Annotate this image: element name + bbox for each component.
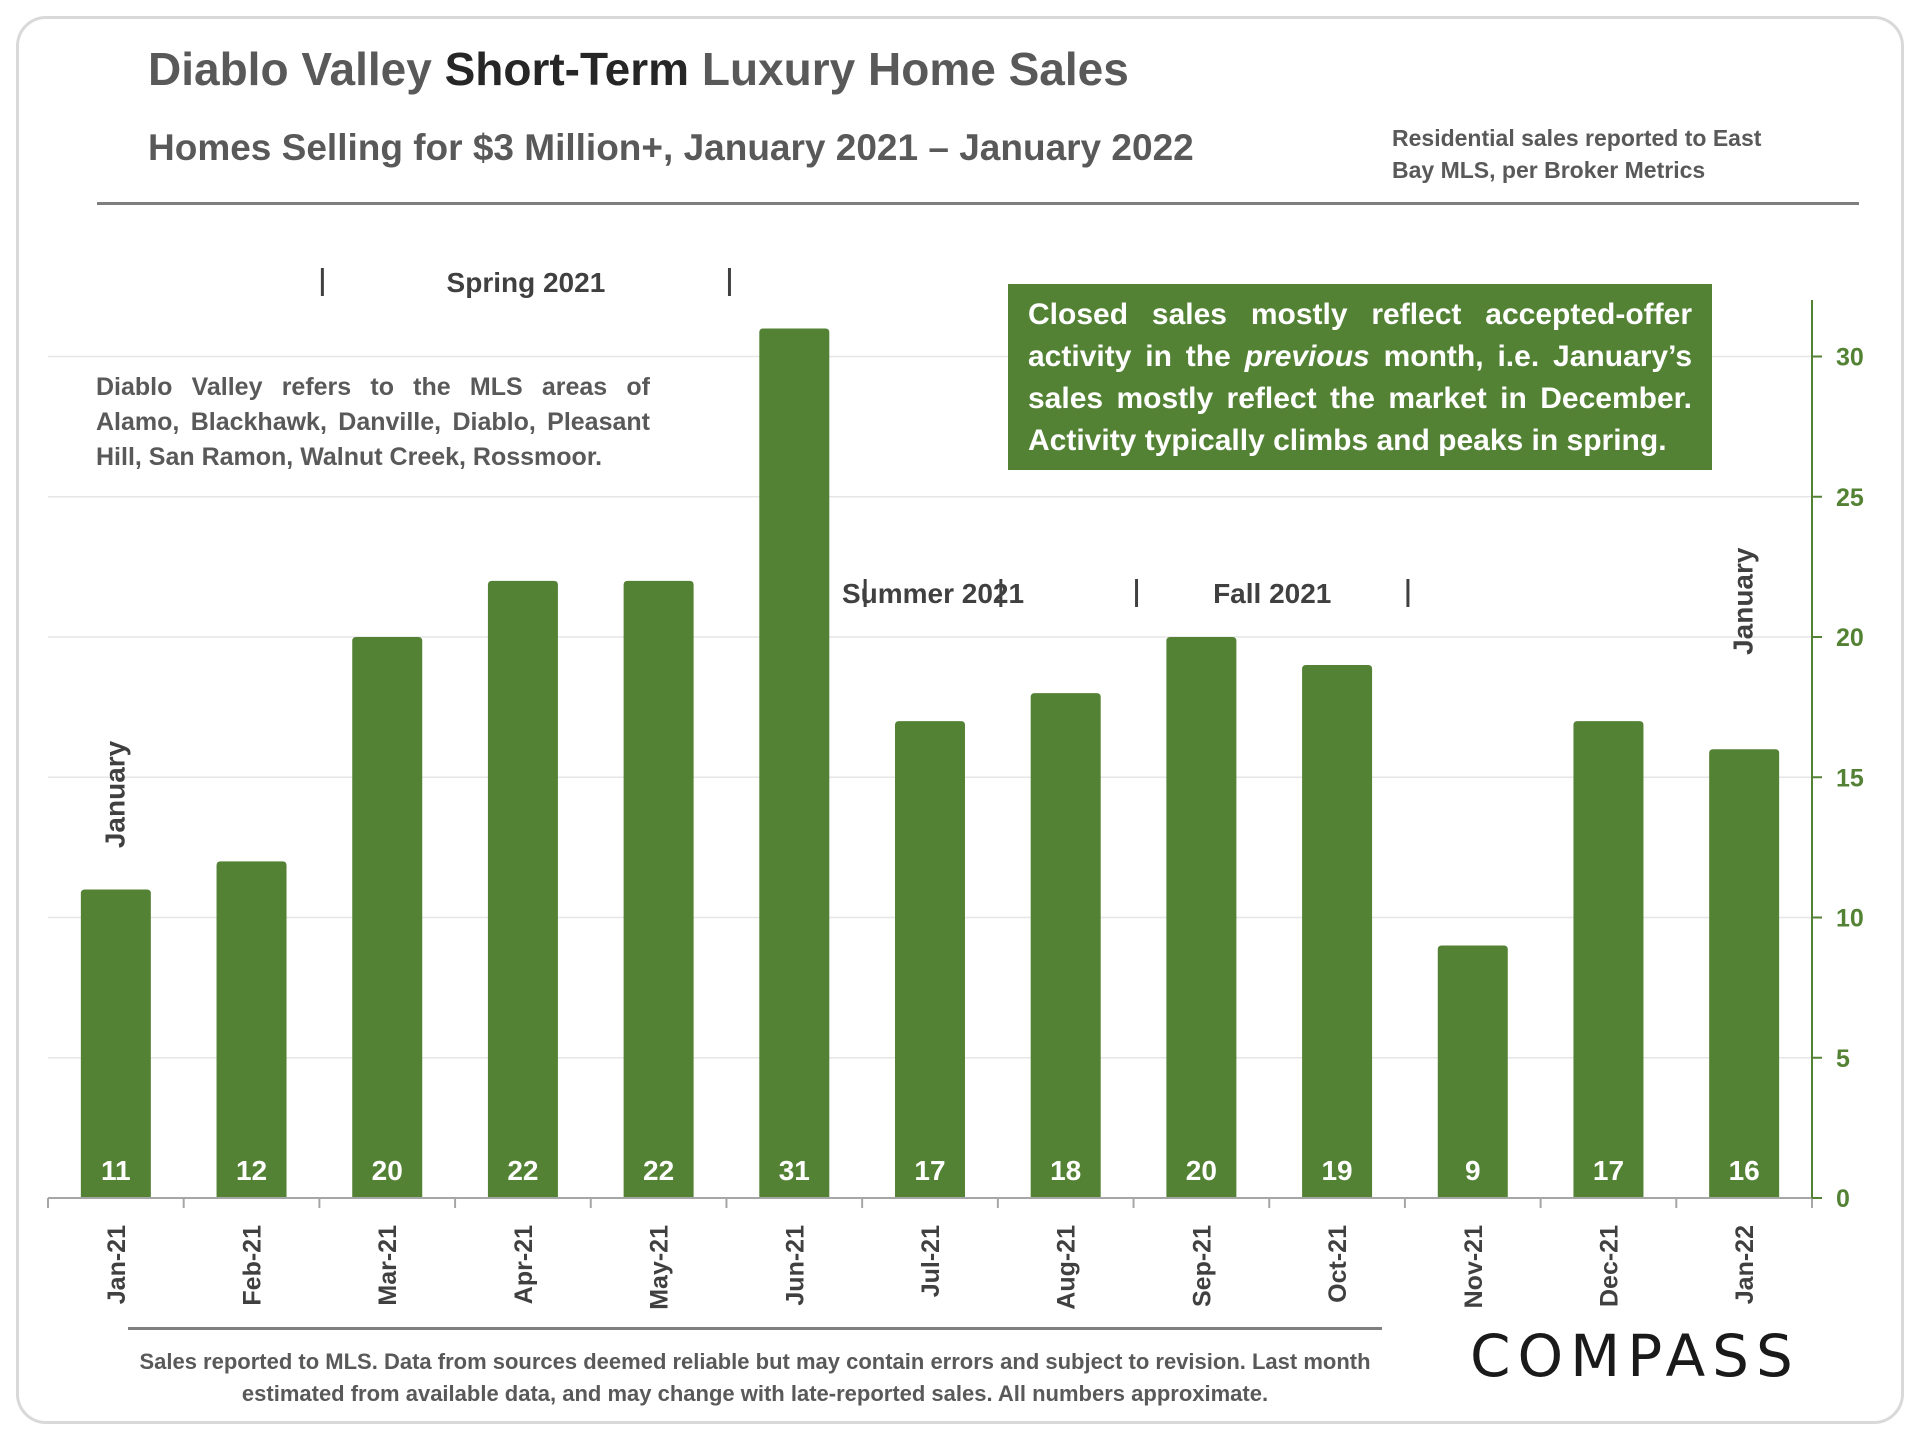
title-part-2: Short-Term — [444, 43, 690, 95]
x-tick-label: Jan-21 — [103, 1225, 131, 1304]
y-tick-label: 10 — [1836, 905, 1864, 933]
bar — [1709, 749, 1780, 1198]
bar — [487, 580, 558, 1198]
x-tick-label: Oct-21 — [1324, 1225, 1352, 1303]
y-tick-label: 5 — [1836, 1045, 1850, 1073]
callout-text-italic: previous — [1244, 340, 1370, 373]
x-tick-label: Jan-22 — [1731, 1225, 1759, 1304]
bar — [1302, 665, 1373, 1198]
bar — [80, 889, 151, 1198]
title-part-3: Luxury Home Sales — [689, 43, 1129, 95]
y-tick-label: 20 — [1836, 624, 1864, 652]
bar-value-label: 20 — [372, 1155, 403, 1186]
bar-value-label: 17 — [914, 1155, 945, 1186]
bar-value-label: 16 — [1729, 1155, 1760, 1186]
bar-value-label: 20 — [1186, 1155, 1217, 1186]
callout-text: Closed sales mostly reflect accepted-off… — [1028, 294, 1692, 462]
bar-value-label: 19 — [1321, 1155, 1352, 1186]
bar-value-label: 17 — [1593, 1155, 1624, 1186]
x-tick-label: Dec-21 — [1595, 1225, 1623, 1307]
bar-value-label: 22 — [507, 1155, 538, 1186]
season-label: Spring 2021 — [447, 267, 606, 298]
chart-title: Diablo Valley Short-Term Luxury Home Sal… — [148, 42, 1129, 96]
footnote: Sales reported to MLS. Data from sources… — [139, 1349, 1371, 1406]
areas-note: Diablo Valley refers to the MLS areas of… — [96, 373, 650, 471]
compass-logo: COMPASS — [1470, 1322, 1800, 1390]
source-note: Residential sales reported to East Bay M… — [1392, 125, 1762, 183]
x-tick-label: Feb-21 — [239, 1225, 267, 1306]
x-tick-label: Mar-21 — [374, 1225, 402, 1306]
bar — [1030, 693, 1101, 1198]
bar-value-label: 11 — [101, 1155, 131, 1186]
y-tick-label: 30 — [1836, 344, 1864, 372]
y-tick-label: 15 — [1836, 764, 1864, 792]
y-tick-label: 0 — [1836, 1185, 1850, 1213]
bar-value-label: 9 — [1465, 1155, 1481, 1186]
bar — [1573, 721, 1644, 1198]
y-tick-label: 25 — [1836, 484, 1864, 512]
bar — [352, 637, 423, 1198]
january-annotation: January — [1728, 547, 1759, 655]
x-tick-label: Jun-21 — [781, 1225, 809, 1306]
title-part-1: Diablo Valley — [148, 43, 445, 95]
x-tick-label: Jul-21 — [917, 1225, 945, 1297]
header-divider — [97, 202, 1859, 205]
bar — [1437, 945, 1508, 1198]
x-tick-label: May-21 — [646, 1225, 674, 1310]
bar-value-label: 18 — [1050, 1155, 1081, 1186]
bar — [1166, 637, 1237, 1198]
season-label: Fall 2021 — [1213, 578, 1331, 609]
x-tick-label: Sep-21 — [1188, 1225, 1216, 1307]
bar — [216, 861, 287, 1198]
bar-value-label: 22 — [643, 1155, 674, 1186]
bar-value-label: 31 — [779, 1155, 810, 1186]
bar — [623, 580, 694, 1198]
chart-subtitle: Homes Selling for $3 Million+, January 2… — [148, 127, 1194, 168]
footer-divider — [128, 1327, 1382, 1330]
january-annotation: January — [99, 740, 130, 848]
bar — [759, 328, 830, 1198]
x-tick-label: Apr-21 — [510, 1225, 538, 1304]
callout-text-part-1: Closed sales mostly reflect accepted-off… — [1028, 298, 1692, 373]
bar — [895, 721, 965, 1198]
x-tick-label: Nov-21 — [1460, 1225, 1488, 1308]
callout-text-part-2: month, i.e. January’s sales mostly refle… — [1028, 340, 1692, 457]
bar-value-label: 12 — [236, 1155, 267, 1186]
x-tick-label: Aug-21 — [1053, 1225, 1081, 1310]
season-label: Summer 2021 — [842, 578, 1024, 609]
callout-box: Closed sales mostly reflect accepted-off… — [1008, 284, 1712, 470]
